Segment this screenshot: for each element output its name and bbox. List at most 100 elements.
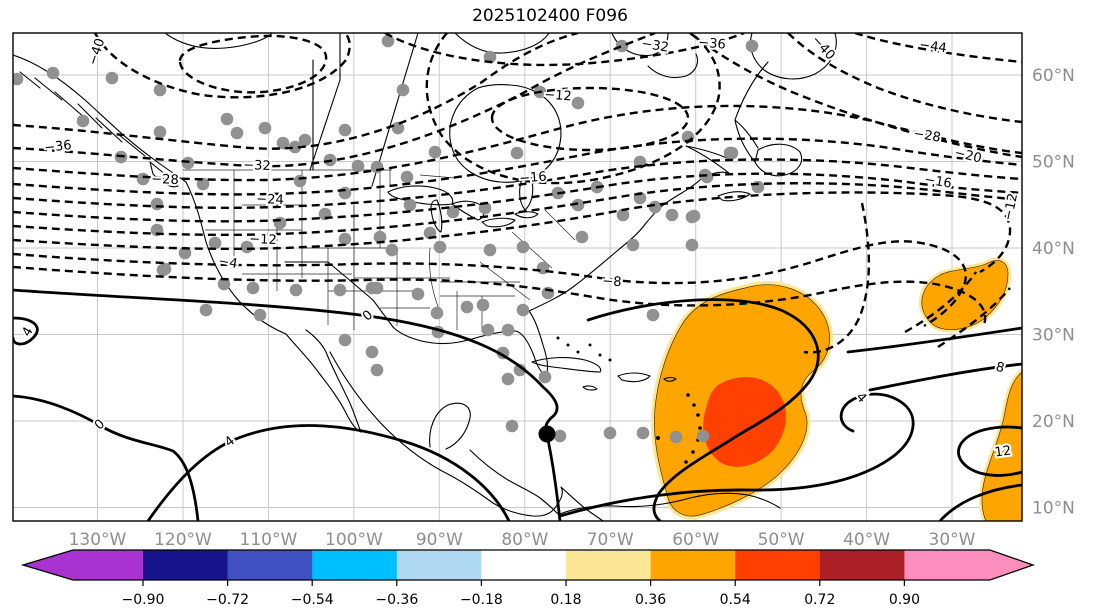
contour-label: −8 <box>602 274 622 290</box>
station-dot <box>423 226 437 240</box>
colorbar-segment <box>650 550 736 580</box>
station-dot <box>665 208 679 222</box>
station-dot <box>446 205 460 219</box>
colorbar-tick-label: 0.54 <box>720 592 751 608</box>
dashed-negative-contours <box>13 33 1022 354</box>
station-dot <box>208 236 222 250</box>
station-dot <box>460 300 474 314</box>
colorbar-segment <box>396 550 482 580</box>
longitude-axis-labels: 130°W 120°W 110°W 100°W 90°W 80°W 70°W 60°W 50°W… <box>69 530 976 550</box>
lon-tick-label: 80°W <box>501 530 548 550</box>
station-dot <box>230 126 244 140</box>
station-dot <box>669 430 683 444</box>
colorbar-segment <box>481 550 567 580</box>
station-dot <box>136 172 150 186</box>
station-dot <box>615 39 629 53</box>
colorbar-over-arrow <box>904 550 1033 580</box>
lat-tick-label: 50°N <box>1032 153 1075 173</box>
colorbar-tick-label: −0.90 <box>122 592 165 608</box>
colorbar-segment <box>227 550 313 580</box>
lat-tick-label: 40°N <box>1032 239 1075 259</box>
station-dot <box>199 303 213 317</box>
station-dot <box>338 186 352 200</box>
station-dot <box>46 66 60 80</box>
contour-label: −40 <box>808 33 838 63</box>
station-dot <box>273 216 287 230</box>
station-dot <box>196 177 210 191</box>
station-dot <box>476 298 490 312</box>
contour-label: 12 <box>994 443 1012 460</box>
contour-label: −16 <box>519 170 547 187</box>
contour-label: −4 <box>217 254 238 272</box>
station-dot <box>700 170 714 184</box>
colorbar-tick-label: −0.72 <box>206 592 249 608</box>
station-dot <box>276 136 290 150</box>
station-dot <box>516 303 530 317</box>
station-dot <box>433 240 447 254</box>
station-dot <box>626 238 640 252</box>
station-dot <box>745 39 759 53</box>
station-dot <box>687 209 701 223</box>
station-dot <box>370 281 384 295</box>
contour-label: −44 <box>918 38 947 57</box>
station-dot <box>571 198 585 212</box>
station-dot <box>365 345 379 359</box>
coastlines <box>13 33 837 521</box>
station-dot <box>288 140 302 154</box>
station-dot <box>253 308 267 322</box>
contour-label: −12 <box>249 232 277 248</box>
colorbar-tick-label: 0.72 <box>804 592 835 608</box>
colorbar-tick-label: −0.36 <box>375 592 418 608</box>
station-dot <box>400 170 414 184</box>
colorbar-under-arrow <box>23 550 143 580</box>
contour-label: 8 <box>994 360 1006 377</box>
lat-tick-label: 60°N <box>1032 66 1075 86</box>
station-dot <box>240 240 254 254</box>
colorbar-segment <box>312 550 398 580</box>
contour-label: 4 <box>222 434 238 451</box>
shading-blob-right-edge <box>981 371 1022 521</box>
colorbar-tick-label: 0.90 <box>889 592 920 608</box>
station-dot <box>483 50 497 64</box>
lon-tick-label: 100°W <box>325 530 383 550</box>
storm-marker-dot <box>538 425 556 443</box>
station-dot <box>751 180 765 194</box>
lat-tick-label: 20°N <box>1032 412 1075 432</box>
station-dot <box>575 230 589 244</box>
page-title: 2025102400 F096 <box>472 6 628 26</box>
station-dot <box>685 238 699 252</box>
lon-tick-label: 60°W <box>672 530 719 550</box>
station-dot <box>258 121 272 135</box>
station-dot <box>648 200 662 214</box>
state-borders <box>183 169 576 332</box>
contour-label: −12 <box>1001 192 1021 222</box>
station-dot <box>725 146 739 160</box>
station-dot <box>298 133 312 147</box>
colorbar-tick-label: −0.18 <box>460 592 503 608</box>
lon-tick-label: 70°W <box>587 530 634 550</box>
station-dot <box>505 419 519 433</box>
station-dot <box>373 230 387 244</box>
contour-label: −24 <box>256 192 284 208</box>
contour-label: −32 <box>243 158 271 174</box>
colorbar-tick-label: −0.54 <box>291 592 334 608</box>
station-dot <box>156 263 170 277</box>
station-dot <box>178 246 192 260</box>
contour-label: −16 <box>923 172 953 192</box>
lon-tick-label: 130°W <box>69 530 127 550</box>
colorbar-segment <box>566 550 652 580</box>
station-dot <box>571 96 585 110</box>
solid-positive-contours <box>13 288 1022 521</box>
station-dot <box>338 333 352 347</box>
lat-tick-label: 30°N <box>1032 326 1075 346</box>
contour-label: −36 <box>44 138 73 156</box>
island-specks <box>556 336 702 464</box>
latitude-axis-labels: 60°N 50°N 40°N 30°N 20°N 10°N <box>1032 66 1075 519</box>
station-dot <box>403 198 417 212</box>
contour-label: −28 <box>912 126 942 146</box>
station-dot <box>391 121 405 135</box>
station-dot <box>513 363 527 377</box>
station-dot <box>153 83 167 97</box>
lon-tick-label: 90°W <box>416 530 463 550</box>
